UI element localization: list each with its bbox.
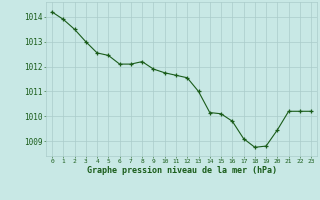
X-axis label: Graphe pression niveau de la mer (hPa): Graphe pression niveau de la mer (hPa) <box>87 166 276 175</box>
